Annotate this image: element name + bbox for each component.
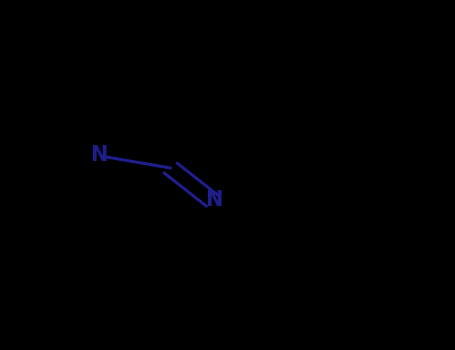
Text: N: N: [91, 145, 108, 165]
Text: N: N: [206, 189, 223, 210]
